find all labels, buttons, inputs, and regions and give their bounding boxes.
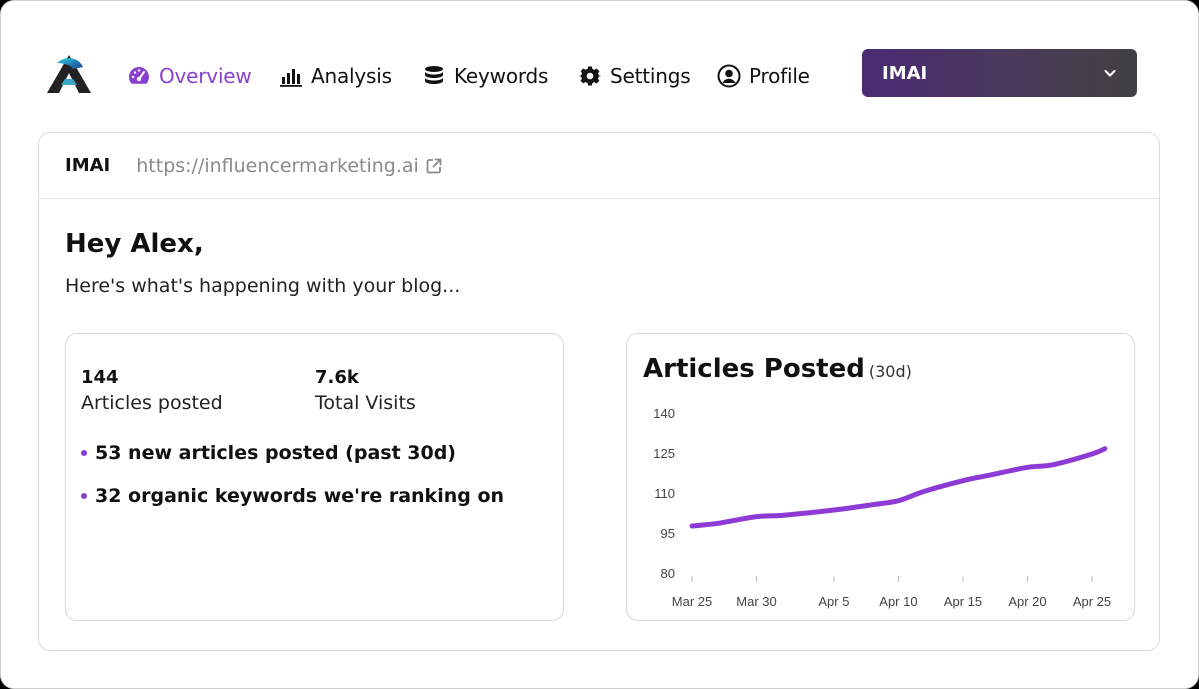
x-tick-label: Apr 25 — [1073, 594, 1111, 609]
database-icon — [422, 64, 446, 88]
list-item: 53 new articles posted (past 30d) — [81, 442, 456, 464]
site-selector-dropdown[interactable]: IMAI — [862, 49, 1137, 97]
site-overview-card: IMAI https://influencermarketing.ai Hey … — [38, 132, 1160, 651]
y-tick-label: 95 — [661, 526, 675, 541]
gear-icon — [578, 64, 602, 88]
nav-overview-label: Overview — [159, 64, 252, 88]
x-tick-label: Apr 5 — [818, 594, 849, 609]
dashboard-gauge-icon — [127, 64, 151, 88]
chart-title-text: Articles Posted — [643, 354, 865, 384]
nav-analysis[interactable]: Analysis — [279, 63, 392, 89]
stats-card: 144 Articles posted 7.6k Total Visits 53… — [65, 333, 564, 621]
x-tick-label: Apr 20 — [1008, 594, 1046, 609]
bar-chart-icon — [279, 64, 303, 88]
bullet-text: 53 new articles posted (past 30d) — [95, 442, 456, 464]
y-tick-label: 110 — [654, 486, 675, 501]
stat-visits-label: Total Visits — [315, 392, 416, 414]
articles-line-chart: 140 125 110 95 80 Mar 25 Mar 30 Apr 5 Apr 10 Apr … — [653, 406, 1111, 609]
site-header: IMAI https://influencermarketing.ai — [39, 133, 1159, 199]
nav-settings-label: Settings — [610, 64, 691, 88]
chevron-down-icon — [1104, 70, 1116, 77]
stat-articles-value: 144 — [81, 367, 119, 388]
stat-articles-label: Articles posted — [81, 392, 223, 414]
series-line — [689, 446, 1108, 529]
app-logo[interactable] — [43, 51, 95, 97]
greeting-heading: Hey Alex, — [65, 229, 204, 259]
y-tick-label: 80 — [661, 566, 675, 581]
articles-chart-card: Articles Posted (30d) 140 125 110 95 80 Mar 25… — [626, 333, 1135, 621]
x-tick-label: Apr 15 — [944, 594, 982, 609]
nav-profile-label: Profile — [749, 64, 810, 88]
x-tick-label: Apr 10 — [879, 594, 917, 609]
bullet-dot — [81, 450, 87, 456]
y-tick-label: 125 — [653, 446, 675, 461]
bullet-dot — [81, 493, 87, 499]
stat-visits-value: 7.6k — [315, 367, 359, 388]
chart-title: Articles Posted (30d) — [643, 354, 912, 384]
nav-settings[interactable]: Settings — [578, 63, 691, 89]
chart-period: (30d) — [868, 362, 912, 381]
x-tick-label: Mar 30 — [736, 594, 776, 609]
site-name: IMAI — [65, 155, 111, 176]
nav-overview[interactable]: Overview — [127, 63, 252, 89]
nav-profile[interactable]: Profile — [717, 63, 810, 89]
y-tick-label: 140 — [653, 406, 675, 421]
user-circle-icon — [717, 64, 741, 88]
nav-keywords-label: Keywords — [454, 64, 549, 88]
greeting-subtitle: Here's what's happening with your blog..… — [65, 275, 461, 297]
list-item: 32 organic keywords we're ranking on — [81, 485, 504, 507]
nav-analysis-label: Analysis — [311, 64, 392, 88]
stat-articles: 144 Articles posted — [81, 367, 223, 414]
nav-keywords[interactable]: Keywords — [422, 63, 548, 89]
external-link-icon[interactable] — [425, 157, 443, 175]
x-tick-label: Mar 25 — [672, 594, 712, 609]
site-url-link[interactable]: https://influencermarketing.ai — [136, 154, 419, 177]
site-selector-value: IMAI — [882, 62, 928, 84]
bullet-text: 32 organic keywords we're ranking on — [95, 485, 505, 507]
stat-visits: 7.6k Total Visits — [315, 367, 416, 414]
